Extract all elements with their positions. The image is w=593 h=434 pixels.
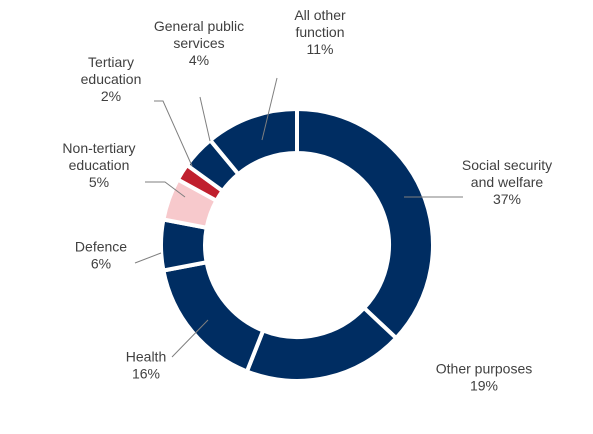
- slice-name: education: [81, 71, 142, 87]
- leader-line: [171, 319, 209, 358]
- slice-name: function: [295, 24, 344, 40]
- slice-value: 37%: [493, 191, 521, 207]
- slice-label: General public services 4%: [154, 18, 244, 68]
- slice-value: 4%: [189, 52, 209, 68]
- slice-value: 16%: [132, 366, 160, 382]
- leader-line: [154, 100, 193, 167]
- slice-name: Health: [126, 349, 166, 365]
- slice-name: Other purposes: [436, 361, 533, 377]
- donut-slice: [207, 106, 299, 177]
- slice-name: General public: [154, 18, 244, 34]
- slice-label: Tertiary education 2%: [81, 54, 142, 104]
- slice-name: services: [173, 35, 224, 51]
- slice-value: 19%: [470, 378, 498, 394]
- slice-labels: Social security and welfare 37% Other purpo…: [62, 7, 552, 394]
- slice-label: Defence 6%: [75, 239, 127, 272]
- slice-value: 11%: [307, 41, 334, 57]
- slice-name: All other: [294, 7, 346, 23]
- slice-label: Other purposes 19%: [436, 361, 533, 394]
- slice-value: 2%: [101, 88, 121, 104]
- leader-line: [134, 252, 162, 264]
- slice-value: 6%: [91, 256, 111, 272]
- leader-line: [199, 96, 211, 142]
- slice-label: Health 16%: [126, 349, 166, 382]
- slice-name: and welfare: [471, 174, 544, 190]
- slice-name: Non-tertiary: [62, 140, 135, 156]
- leader-line: [261, 77, 278, 141]
- slice-value: 5%: [89, 174, 109, 190]
- slice-name: education: [69, 157, 130, 173]
- slice-label: Social security and welfare 37%: [462, 157, 552, 207]
- donut-slices: [159, 106, 435, 383]
- leader-line: [145, 181, 186, 198]
- donut-slice: [295, 106, 435, 341]
- slice-name: Defence: [75, 239, 127, 255]
- leader-lines: [134, 77, 463, 358]
- slice-label: Non-tertiary education 5%: [62, 140, 135, 190]
- slice-name: Social security: [462, 157, 552, 173]
- donut-slice: [244, 305, 399, 383]
- donut-slice: [161, 259, 266, 375]
- slice-label: All other function 11%: [294, 7, 346, 57]
- slice-name: Tertiary: [88, 54, 134, 70]
